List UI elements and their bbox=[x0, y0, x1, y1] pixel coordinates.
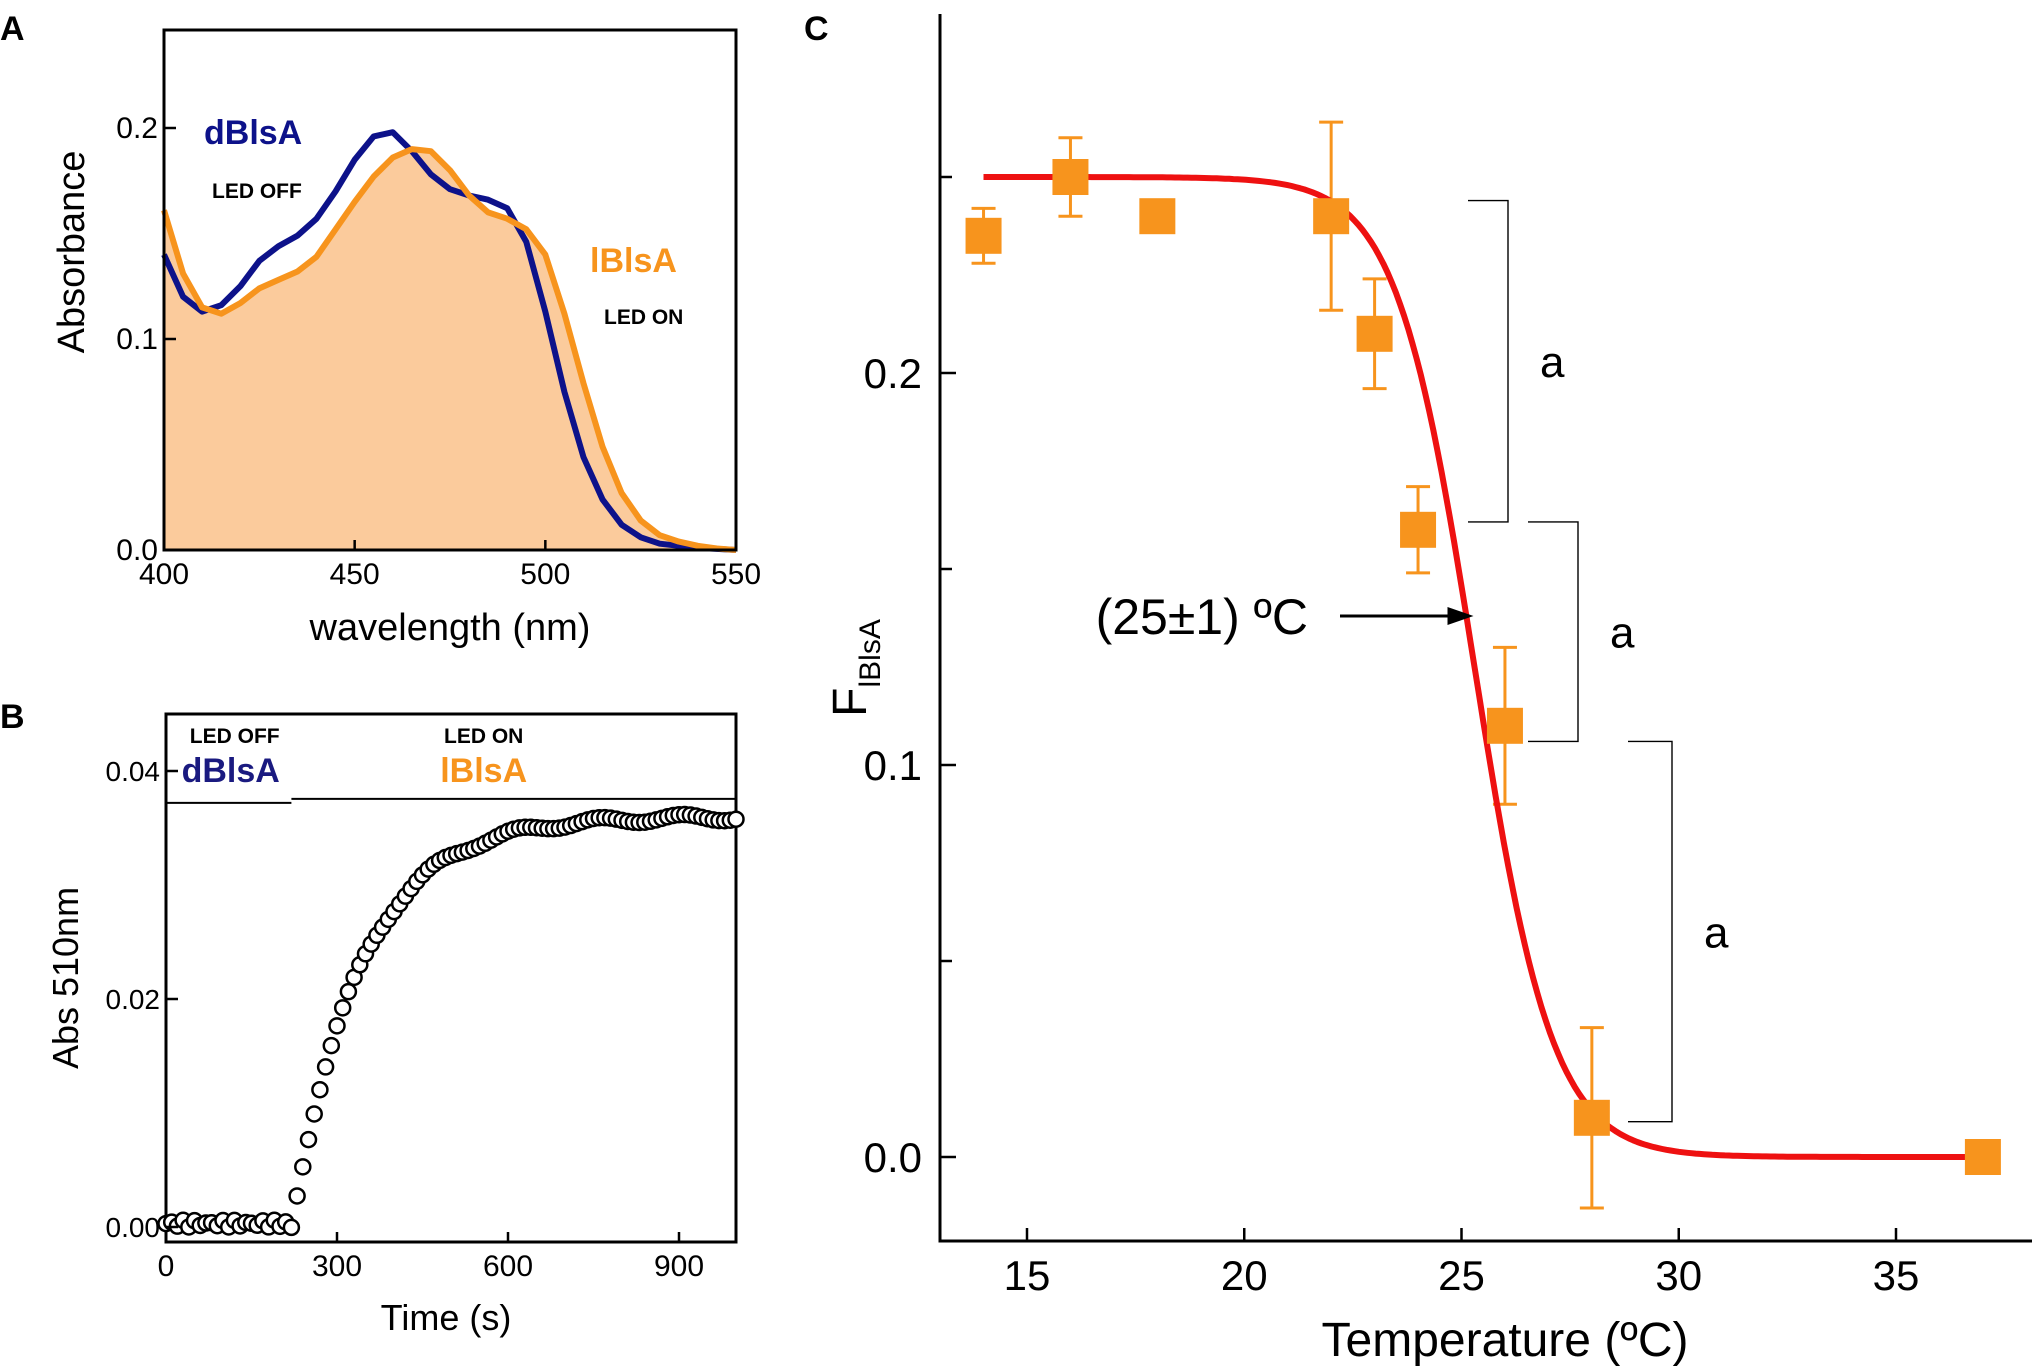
panel-c-data-point bbox=[1486, 707, 1523, 744]
panel-b-y-label: Abs 510nm bbox=[45, 887, 86, 1069]
panel-c-x-label: Temperature (ºC) bbox=[1322, 1314, 1689, 1367]
panel-a-legend-dblsa-note: LED OFF bbox=[212, 180, 302, 203]
panel-c-x-tick-label: 15 bbox=[1004, 1252, 1051, 1299]
panel-c-x-ticks: 15 20 25 30 35 bbox=[1004, 1228, 1920, 1299]
panel-a-x-tick-label: 450 bbox=[330, 558, 380, 591]
panel-b-data-point bbox=[316, 1058, 335, 1076]
panel-b-x-tick-label: 600 bbox=[483, 1250, 533, 1283]
panel-c-x-tick-label: 20 bbox=[1221, 1252, 1268, 1299]
panel-c-bracket bbox=[1468, 199, 1509, 523]
panel-c-data-point bbox=[1052, 159, 1089, 195]
panel-a-x-tick-label: 500 bbox=[520, 558, 570, 591]
panel-c-x-tick-label: 35 bbox=[1873, 1252, 1920, 1299]
panel-a-dblsa-line bbox=[161, 129, 737, 553]
panel-c-bracket-label: a bbox=[1610, 609, 1635, 658]
panel-c-bracket-label: a bbox=[1704, 909, 1729, 958]
panel-c-bracket-label: a bbox=[1540, 338, 1565, 387]
panel-b-x-ticks: 0 300 600 900 bbox=[158, 1232, 704, 1283]
panel-b-label: B bbox=[0, 698, 25, 736]
panel-a-lblsa-fill bbox=[162, 147, 737, 552]
panel-b-phase-off-label: LED OFF bbox=[190, 725, 280, 748]
panel-a-x-tick-label: 400 bbox=[139, 558, 189, 591]
panel-b-y-ticks: 0.00 0.02 0.04 bbox=[106, 756, 178, 1243]
panel-b-data-point bbox=[294, 1158, 312, 1176]
panel-c-label: C bbox=[804, 10, 829, 48]
panel-b-data-point bbox=[305, 1105, 323, 1123]
panel-c-data-point bbox=[965, 217, 1002, 254]
panel-c: C 15 20 25 30 35 0.0 0.1 0.2 a a a (25±1) ºC Tem… bbox=[804, 10, 2032, 1367]
panel-a-x-tick-label: 550 bbox=[711, 558, 761, 591]
panel-c-points bbox=[965, 159, 2001, 1175]
panel-c-midpoint-arrowhead bbox=[1447, 607, 1474, 626]
panel-b-y-tick-label: 0.02 bbox=[106, 984, 161, 1015]
panel-c-bracket bbox=[1528, 521, 1579, 743]
panel-c-data-point bbox=[1400, 511, 1437, 548]
panel-a-y-ticks: 0.0 0.1 0.2 bbox=[116, 112, 176, 567]
panel-c-y-tick-label: 0.0 bbox=[864, 1134, 922, 1181]
panel-b-x-label: Time (s) bbox=[381, 1297, 512, 1338]
panel-a: A 400 450 500 550 0.0 0.1 0.2 wavelength (nm)… bbox=[0, 10, 761, 649]
panel-a-legend-lblsa: lBlsA bbox=[590, 242, 677, 280]
panel-c-significance-brackets: a a a bbox=[1468, 199, 1729, 1123]
panel-a-y-tick-label: 0.1 bbox=[116, 323, 158, 356]
panel-b-data-point bbox=[339, 982, 358, 1001]
panel-c-y-tick-label: 0.2 bbox=[864, 350, 922, 397]
panel-a-legend-lblsa-note: LED ON bbox=[604, 306, 683, 329]
panel-a-x-label: wavelength (nm) bbox=[309, 607, 591, 649]
panel-b-data-point bbox=[299, 1130, 318, 1149]
panel-a-lblsa-line bbox=[161, 146, 737, 553]
panel-b-data-point bbox=[333, 999, 352, 1017]
panel-b-frame bbox=[164, 712, 738, 1244]
panel-a-legend-dblsa: dBlsA bbox=[204, 114, 302, 152]
panel-c-data-point bbox=[1313, 198, 1350, 235]
panel-c-data-point bbox=[1573, 1099, 1610, 1136]
panel-c-fit-curve bbox=[983, 174, 1983, 1160]
panel-b-phase-on-state: lBlsA bbox=[440, 752, 527, 790]
panel-b-phase-off-state: dBlsA bbox=[182, 752, 280, 790]
panel-a-frame bbox=[162, 28, 738, 552]
panel-c-data-point bbox=[1964, 1139, 2001, 1175]
panel-b-data-point bbox=[328, 1017, 346, 1035]
panel-c-y-label-main: F bbox=[824, 688, 877, 717]
panel-b-data-point bbox=[311, 1080, 329, 1099]
panel-b-phase-on-label: LED ON bbox=[444, 725, 523, 748]
panel-c-error-bars bbox=[971, 120, 1604, 1210]
panel-b-points bbox=[157, 805, 745, 1237]
panel-b-y-tick-label: 0.00 bbox=[106, 1212, 161, 1243]
panel-c-midpoint-label: (25±1) ºC bbox=[1096, 589, 1308, 645]
panel-c-data-point bbox=[1356, 315, 1393, 352]
panel-b-y-tick-label: 0.04 bbox=[106, 756, 161, 787]
panel-c-y-ticks: 0.0 0.1 0.2 bbox=[864, 175, 956, 1181]
panel-a-x-ticks: 400 450 500 550 bbox=[139, 540, 761, 591]
panel-c-x-tick-label: 30 bbox=[1655, 1252, 1702, 1299]
panel-c-y-tick-label: 0.1 bbox=[864, 742, 922, 789]
panel-b-x-tick-label: 900 bbox=[654, 1250, 704, 1283]
panel-a-y-tick-label: 0.0 bbox=[116, 534, 158, 567]
panel-b-data-point bbox=[288, 1187, 306, 1205]
panel-b-x-tick-label: 0 bbox=[158, 1250, 175, 1283]
panel-a-label: A bbox=[0, 10, 25, 48]
panel-b: B LED OFF dBlsA LED ON lBlsA 0 300 600 900 … bbox=[0, 698, 745, 1338]
panel-c-axes bbox=[938, 14, 2032, 1243]
panel-c-x-tick-label: 25 bbox=[1438, 1252, 1485, 1299]
panel-b-data-point bbox=[282, 1218, 301, 1237]
panel-c-y-label-subscript: lBlsA bbox=[854, 619, 887, 687]
panel-b-data-point bbox=[727, 810, 745, 828]
panel-a-y-tick-label: 0.2 bbox=[116, 112, 158, 145]
panel-b-x-tick-label: 300 bbox=[312, 1250, 362, 1283]
panel-c-data-point bbox=[1139, 198, 1176, 235]
panel-c-y-label: FlBlsA bbox=[824, 619, 887, 717]
panel-a-y-label: Absorbance bbox=[51, 151, 93, 354]
panel-c-bracket bbox=[1628, 740, 1673, 1123]
panel-b-data-point bbox=[322, 1036, 341, 1055]
